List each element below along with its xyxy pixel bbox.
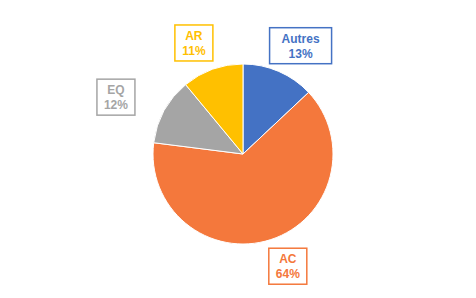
svg-text:13%: 13% — [289, 47, 313, 61]
svg-text:AC: AC — [279, 252, 297, 266]
svg-text:Autres: Autres — [282, 32, 320, 46]
svg-text:AR: AR — [185, 29, 203, 43]
svg-text:11%: 11% — [182, 44, 206, 58]
svg-text:EQ: EQ — [107, 83, 124, 97]
svg-text:12%: 12% — [104, 98, 128, 112]
svg-text:64%: 64% — [276, 267, 300, 281]
